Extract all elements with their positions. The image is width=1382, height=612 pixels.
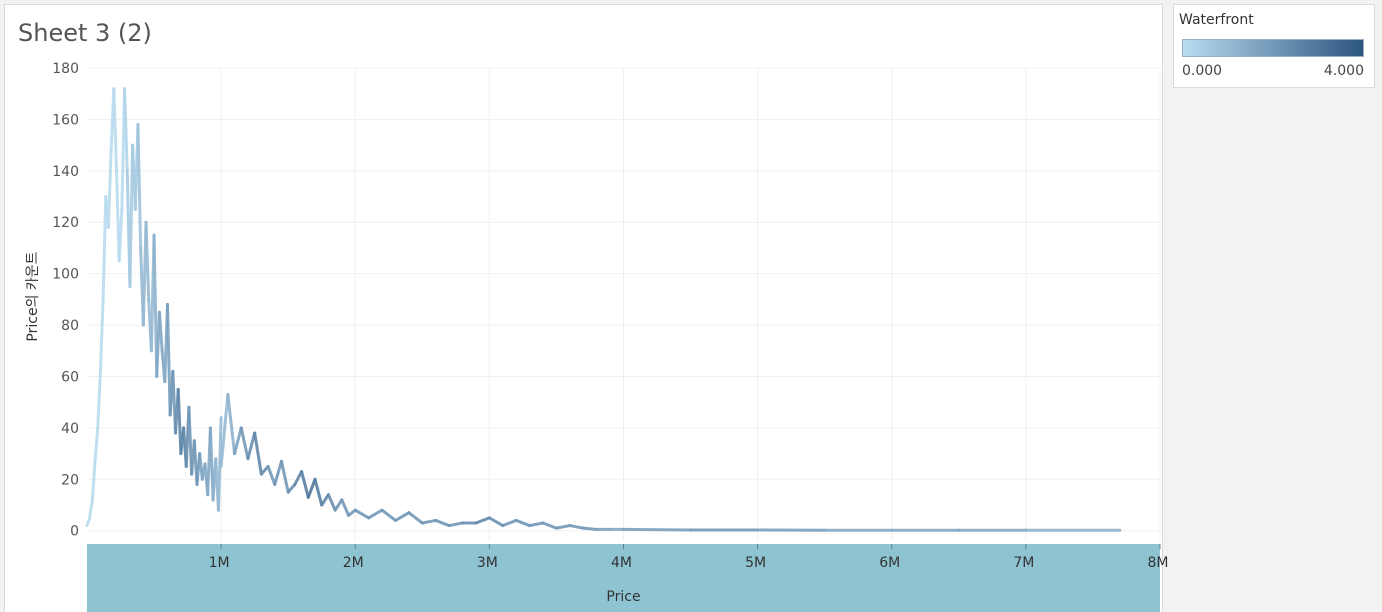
series-1-segment[interactable] [239, 426, 250, 461]
y-tick-label: 100 [52, 267, 79, 283]
series-1-segment[interactable] [333, 498, 344, 512]
waterfront-legend[interactable]: Waterfront 0.000 4.000 [1173, 4, 1375, 88]
series-0-segment[interactable] [216, 416, 223, 512]
series-1-segment[interactable] [219, 392, 230, 468]
series-0-segment[interactable] [90, 459, 97, 502]
legend-min-label: 0.000 [1182, 63, 1223, 79]
x-tick-label: 5M [745, 555, 766, 571]
series-1-segment[interactable] [447, 521, 465, 528]
x-tick-label: 4M [611, 555, 632, 571]
series-1-segment[interactable] [326, 493, 337, 512]
series-1-segment[interactable] [253, 431, 263, 476]
series-1-segment[interactable] [568, 524, 585, 530]
series-0-segment[interactable] [93, 426, 100, 463]
y-tick-label: 180 [52, 61, 79, 77]
series-1-segment[interactable] [541, 521, 558, 530]
series-1-segment[interactable] [554, 524, 572, 530]
series-1-segment[interactable] [367, 508, 384, 520]
x-tick-label: 7M [1013, 555, 1034, 571]
y-tick-label: 40 [61, 421, 79, 437]
series-1-segment[interactable] [266, 464, 277, 486]
x-tick-label: 3M [477, 555, 498, 571]
series-1-segment[interactable] [306, 477, 317, 499]
series-0-segment[interactable] [96, 369, 102, 430]
legend-max-label: 4.000 [1323, 63, 1364, 79]
series-0-segment[interactable] [144, 220, 151, 301]
y-tick-label: 60 [61, 369, 79, 385]
x-tick-label: 1M [209, 555, 230, 571]
series-0-segment[interactable] [157, 310, 164, 353]
series-1-segment[interactable] [279, 459, 290, 494]
y-axis-label[interactable]: Price의 카운트 [25, 251, 41, 341]
series-0-segment[interactable] [101, 195, 108, 301]
series-1-segment[interactable] [622, 527, 693, 532]
series-1-segment[interactable] [420, 518, 438, 525]
sheet-title: Sheet 3 (2) [18, 19, 152, 47]
series-1-segment[interactable] [581, 526, 599, 531]
y-tick-label: 160 [52, 112, 79, 128]
series-1-segment[interactable] [273, 459, 283, 486]
series-1-segment[interactable] [514, 518, 532, 528]
x-axis-ticks: 1M 2M 3M 4M 5M 6M 7M 8M [209, 544, 1169, 571]
y-tick-label: 0 [70, 524, 79, 540]
y-tick-label: 20 [61, 472, 79, 488]
legend-color-ramp [1182, 39, 1364, 57]
series-1-segment[interactable] [320, 493, 330, 507]
y-axis-ticks: 0 20 40 60 80 100 120 140 160 180 [52, 61, 79, 540]
series-1-segment[interactable] [313, 477, 324, 507]
series-1-segment[interactable] [300, 470, 310, 499]
series-0-segment[interactable] [106, 148, 113, 229]
series-0-segment[interactable] [136, 123, 143, 250]
series-1-segment[interactable] [487, 516, 505, 528]
sheet-panel: Sheet 3 (2) [4, 4, 1163, 612]
x-tick-label: 2M [343, 555, 364, 571]
series-1-segment[interactable] [340, 498, 351, 517]
series-1-segment[interactable] [226, 392, 237, 456]
series-0-segment[interactable] [88, 498, 94, 520]
series-1-segment[interactable] [286, 482, 297, 494]
series-0-segment[interactable] [98, 297, 105, 373]
y-tick-label: 140 [52, 164, 79, 180]
series-lines[interactable] [85, 87, 1122, 532]
series-0-segment[interactable] [165, 303, 172, 417]
series-0-segment[interactable] [123, 87, 129, 173]
gridlines [87, 67, 1161, 541]
x-tick-label: 8M [1148, 555, 1169, 571]
series-1-segment[interactable] [380, 508, 397, 522]
series-0-segment[interactable] [117, 207, 124, 263]
series-1-segment[interactable] [233, 426, 243, 456]
series-1-segment[interactable] [528, 521, 545, 528]
series-1-segment[interactable] [393, 511, 411, 522]
legend-title: Waterfront [1179, 12, 1254, 28]
y-tick-label: 80 [61, 318, 79, 334]
series-0-segment[interactable] [112, 87, 119, 173]
series-1-segment[interactable] [474, 516, 491, 525]
x-axis-label[interactable]: Price [606, 589, 640, 605]
series-1-segment[interactable] [293, 470, 304, 486]
x-axis-band[interactable] [87, 544, 1160, 612]
x-tick-label: 6M [879, 555, 900, 571]
series-1-segment[interactable] [246, 431, 257, 461]
series-1-segment[interactable] [407, 511, 424, 525]
series-1-segment[interactable] [353, 508, 371, 520]
series-0-segment[interactable] [176, 387, 183, 456]
y-tick-label: 120 [52, 215, 79, 231]
series-1-segment[interactable] [501, 518, 518, 528]
series-1-segment[interactable] [434, 518, 451, 528]
